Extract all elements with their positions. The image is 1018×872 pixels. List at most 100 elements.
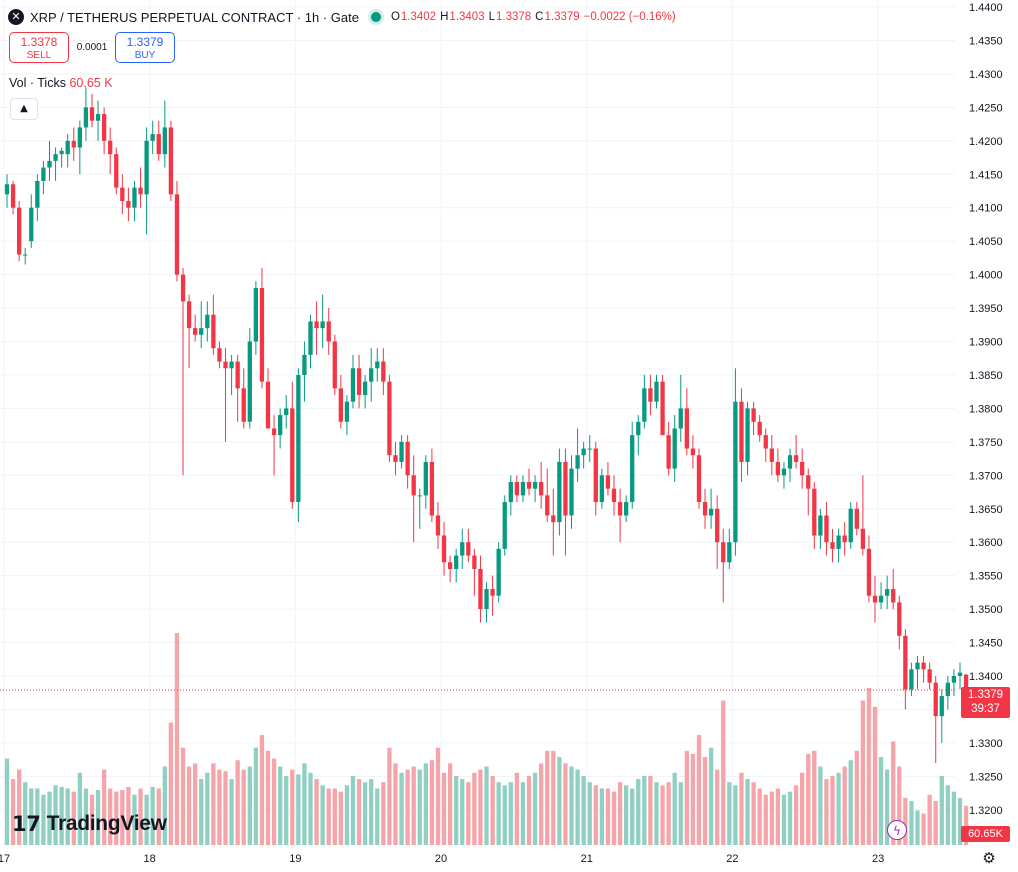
candle-body	[903, 635, 908, 690]
candle-body	[963, 674, 969, 691]
price-tick-label: 1.4200	[969, 136, 1003, 148]
candle-body	[557, 461, 562, 523]
price-tick-label: 1.4150	[969, 169, 1003, 181]
candle-body	[247, 341, 252, 422]
candle-body	[302, 354, 307, 375]
volume-bar	[951, 791, 957, 845]
volume-bar	[806, 753, 811, 845]
candle-body	[836, 535, 841, 549]
volume-bar	[77, 772, 82, 845]
price-axis[interactable]: 1.4400 1.4350 1.4300 1.4250 1.4200 1.4150 1.41…	[969, 2, 1003, 817]
price-tick-label: 1.3650	[969, 504, 1003, 516]
volume-bar	[10, 779, 16, 845]
sell-label: SELL	[26, 50, 52, 61]
price-tick-label: 1.3500	[969, 604, 1003, 616]
volume-bar	[399, 772, 404, 845]
volume-bar	[241, 769, 246, 845]
candle-body	[314, 321, 319, 329]
volume-bar	[793, 785, 799, 845]
volume-bar	[490, 775, 495, 845]
candle-body	[223, 361, 228, 369]
volume-bar	[460, 779, 465, 845]
candle-body	[502, 502, 507, 549]
volume-bar	[417, 769, 422, 845]
volume-bar	[223, 771, 228, 845]
candle-body	[551, 515, 556, 523]
volume-bar	[89, 794, 95, 845]
price-tick-label: 1.4100	[969, 203, 1003, 215]
volume-bar	[65, 788, 70, 845]
sell-button[interactable]: 1.3378 SELL	[9, 32, 69, 63]
market-status-icon[interactable]	[370, 12, 381, 22]
volume-bar	[381, 782, 386, 845]
candle-body	[241, 388, 246, 422]
candle-body	[423, 461, 428, 496]
volume-bar	[885, 769, 890, 845]
gear-icon[interactable]: ⚙	[982, 849, 996, 867]
candle-body	[460, 542, 465, 556]
time-tick-label: 20	[435, 853, 447, 865]
candle-body	[623, 502, 629, 516]
candle-body	[265, 381, 271, 429]
candle-body	[642, 388, 647, 422]
candle-body	[617, 502, 623, 516]
candle-body	[927, 669, 932, 683]
volume-bar	[526, 775, 532, 845]
volume-bar	[702, 757, 708, 845]
volume-bar	[454, 775, 459, 845]
price-tick-label: 1.4250	[969, 102, 1003, 114]
time-axis[interactable]: 17 18 19 20 21 22 23	[0, 853, 884, 865]
candle-body	[721, 542, 726, 563]
volume-bar	[812, 750, 817, 845]
price-tick-label: 1.3400	[969, 671, 1003, 683]
candle-body	[387, 381, 392, 456]
volume-bar	[308, 772, 313, 845]
price-tick-label: 1.4350	[969, 35, 1003, 47]
candle-body	[812, 488, 817, 536]
price-tick-label: 1.3550	[969, 571, 1003, 583]
volume-bar	[466, 782, 471, 845]
volume-bar	[963, 805, 969, 845]
candle-body	[65, 140, 70, 155]
volume-bar	[611, 791, 617, 845]
chevron-up-icon[interactable]: ▲	[10, 98, 38, 120]
candle-body	[636, 421, 641, 436]
volume-bar	[296, 774, 301, 845]
volume-bar	[575, 769, 580, 845]
volume-bar	[617, 782, 623, 845]
candle-body	[435, 515, 441, 536]
candle-body	[411, 475, 416, 496]
volume-bar	[769, 791, 774, 845]
volume-bar	[508, 782, 513, 845]
candle-body	[4, 184, 10, 195]
bolt-icon[interactable]: ϟ	[887, 820, 907, 840]
volume-bar	[721, 700, 726, 845]
close-icon[interactable]: ✕	[8, 9, 24, 25]
volume-bar	[271, 758, 277, 845]
candle-body	[630, 435, 635, 503]
volume-bar	[733, 785, 738, 845]
candle-body	[751, 408, 756, 422]
price-tick-label: 1.3450	[969, 638, 1003, 650]
symbol-title[interactable]: XRP / TETHERUS PERPETUAL CONTRACT · 1h ·…	[30, 9, 359, 25]
candle-body	[593, 448, 598, 503]
candle-body	[393, 455, 398, 462]
candle-body	[150, 134, 155, 141]
volume-bar	[569, 766, 574, 845]
volume-bar	[818, 766, 823, 845]
volume-bar	[684, 750, 689, 845]
volume-legend[interactable]: Vol · Ticks 60.65 K	[9, 76, 113, 90]
volume-bar	[405, 769, 410, 845]
volume-bar	[945, 785, 950, 845]
candle-body	[205, 314, 210, 329]
candle-body	[757, 421, 762, 436]
candle-body	[885, 589, 890, 596]
sell-price: 1.3378	[20, 35, 58, 49]
buy-button[interactable]: 1.3379 BUY	[115, 32, 175, 63]
volume-bar	[666, 782, 671, 845]
last-price-value: 1.3379	[967, 689, 1004, 701]
candle-body	[83, 107, 89, 128]
candle-body	[35, 180, 40, 208]
tradingview-logo[interactable]: 17 TradingView	[12, 812, 167, 836]
